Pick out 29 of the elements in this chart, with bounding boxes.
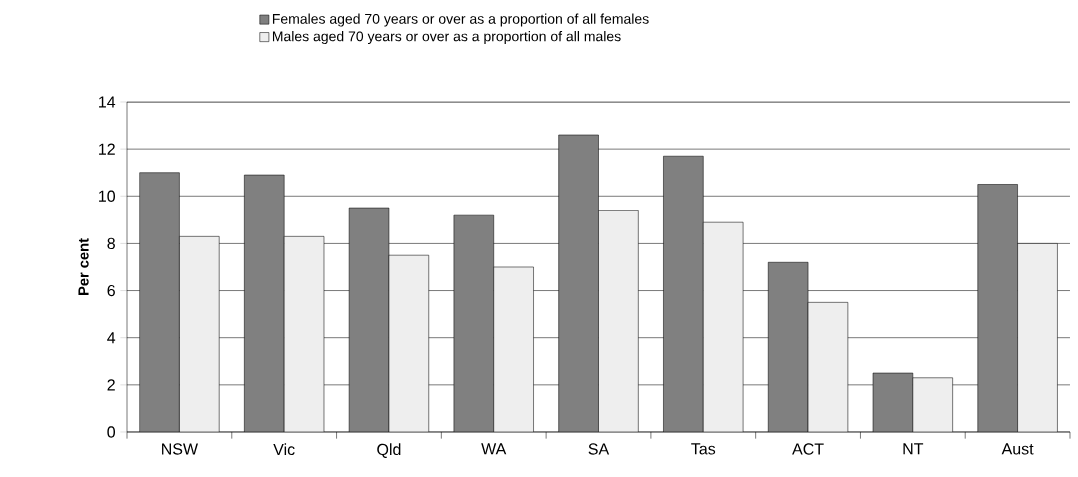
x-tick-label: NSW — [162, 443, 198, 455]
y-axis-title: Per cent — [78, 238, 89, 295]
bar — [388, 254, 430, 432]
x-tick-label: Qld — [377, 443, 401, 458]
bar — [598, 210, 639, 432]
legend-label: Females aged 70 years or over as a proportion of all females — [272, 13, 649, 27]
y-tick-label: 2 — [107, 379, 115, 391]
y-tick-label: 12 — [99, 143, 115, 155]
x-tick-label: SA — [588, 443, 610, 455]
bar — [1017, 243, 1058, 432]
y-tick-label: 0 — [107, 426, 116, 438]
bar — [493, 266, 534, 432]
x-tick-label: Aust — [1001, 443, 1034, 455]
y-tick-label: 10 — [99, 190, 116, 202]
bar — [703, 221, 744, 432]
y-tick-label: 8 — [107, 237, 115, 250]
bar — [912, 377, 953, 432]
bar — [283, 236, 325, 432]
x-tick-label: NT — [903, 443, 924, 455]
y-tick-label: 14 — [99, 96, 116, 108]
x-tick-label: Vic — [273, 443, 295, 456]
legend-label: Males aged 70 years or over as a proportion of all males — [272, 31, 621, 45]
y-tick-label: 6 — [107, 284, 115, 297]
bar — [807, 302, 849, 432]
x-tick-label: ACT — [792, 443, 824, 455]
bar — [179, 236, 220, 432]
y-tick-label: 4 — [107, 332, 116, 344]
x-tick-label: Tas — [691, 443, 716, 455]
x-tick-label: WA — [481, 443, 507, 455]
